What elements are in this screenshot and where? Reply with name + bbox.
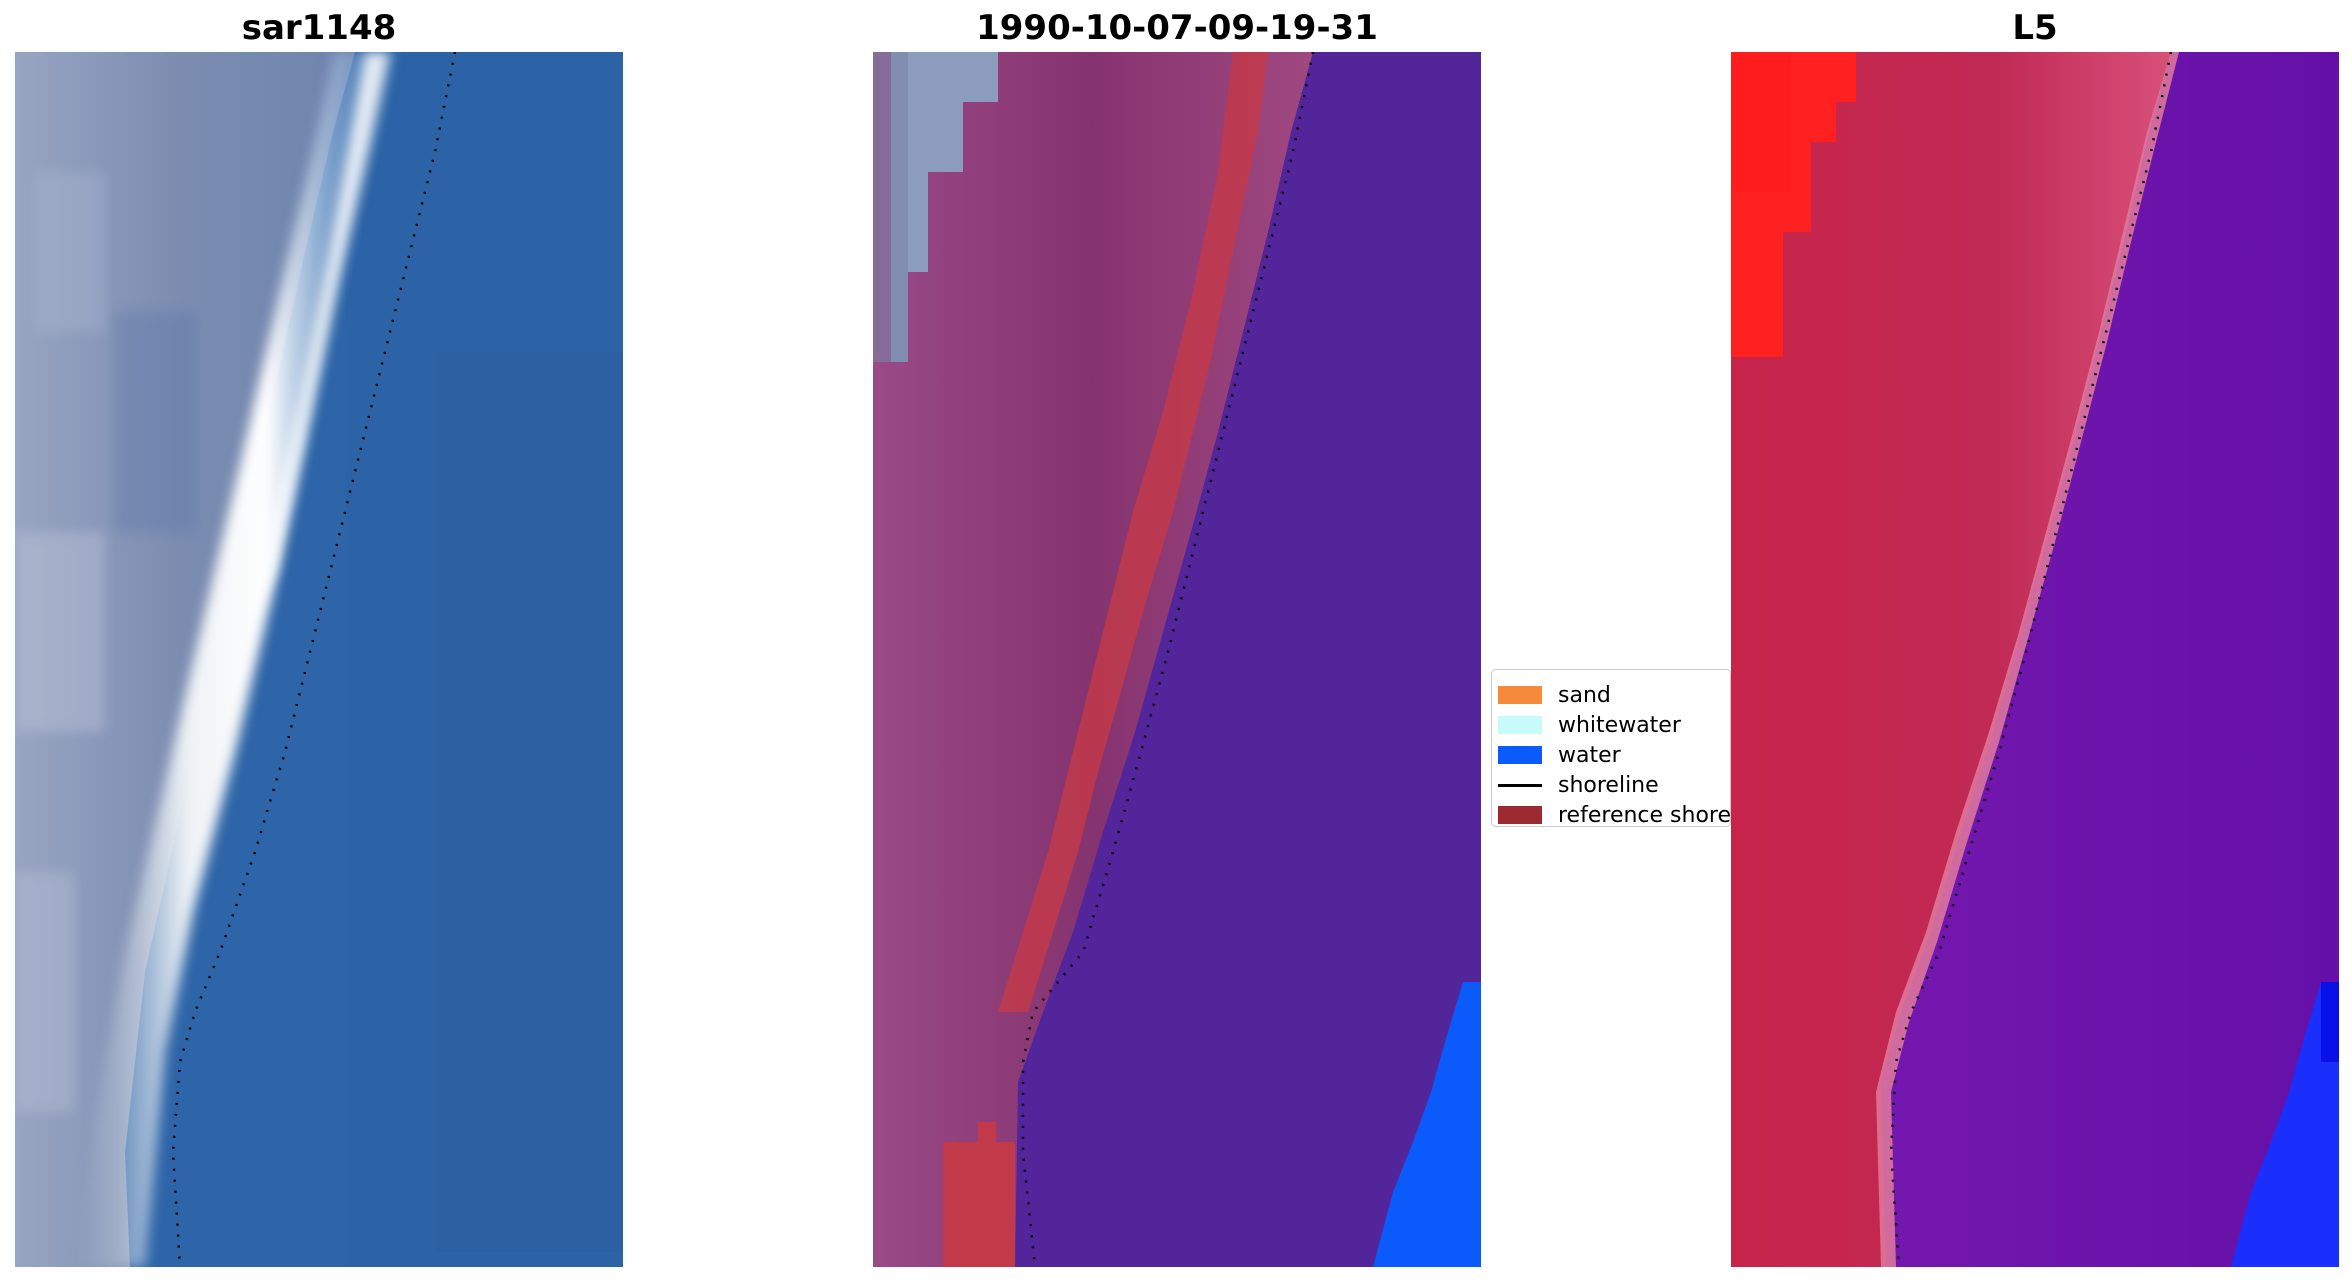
panel-title-sar: sar1148 xyxy=(241,8,397,48)
legend-item-shoreline: shoreline xyxy=(1498,770,1659,800)
legend-swatch xyxy=(1498,806,1542,824)
l5-image-panel xyxy=(1731,52,2339,1267)
legend: sand whitewater water shoreline referenc… xyxy=(1491,669,1731,827)
classified-image xyxy=(873,52,1481,1267)
legend-line xyxy=(1498,783,1542,787)
legend-label: water xyxy=(1558,742,1621,768)
panel-title-date: 1990-10-07-09-19-31 xyxy=(976,8,1378,48)
legend-item-sand: sand xyxy=(1498,680,1611,710)
legend-label: sand xyxy=(1558,682,1611,708)
legend-item-water: water xyxy=(1498,740,1621,770)
legend-item-whitewater: whitewater xyxy=(1498,710,1681,740)
panel-title-l5: L5 xyxy=(2012,8,2058,48)
sar-image-panel xyxy=(15,52,623,1267)
classified-image-panel xyxy=(873,52,1481,1267)
legend-label: reference shoreline xyxy=(1558,802,1731,827)
sar-image xyxy=(15,52,623,1267)
l5-image xyxy=(1731,52,2339,1267)
legend-swatch xyxy=(1498,716,1542,734)
legend-item-reference-shoreline: reference shoreline xyxy=(1498,800,1731,827)
legend-label: shoreline xyxy=(1558,772,1659,798)
legend-swatch xyxy=(1498,746,1542,764)
legend-label: whitewater xyxy=(1558,712,1681,738)
legend-swatch xyxy=(1498,686,1542,704)
